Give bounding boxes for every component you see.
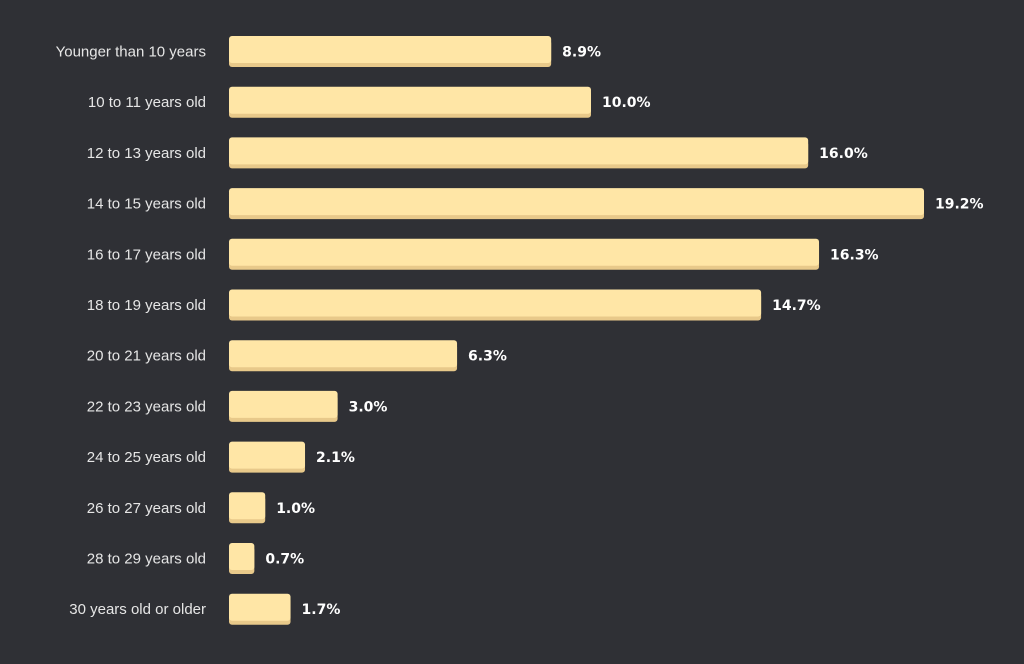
category-label: 26 to 27 years old (87, 500, 206, 517)
category-label: 20 to 21 years old (87, 348, 206, 365)
bar[interactable] (229, 593, 291, 621)
value-label: 0.7% (265, 552, 304, 568)
value-label: 16.3% (830, 247, 879, 263)
bar[interactable] (229, 390, 338, 418)
bar[interactable] (229, 492, 266, 520)
bar[interactable] (229, 36, 552, 63)
category-label: Younger than 10 years (56, 44, 206, 61)
bar-row: 26 to 27 years old 1.0% (87, 492, 315, 524)
bar-row: 14 to 15 years old 19.2% (87, 188, 984, 220)
category-label: 16 to 17 years old (87, 246, 206, 263)
bar[interactable] (229, 188, 924, 216)
bar-row: 10 to 11 years old 10.0% (88, 86, 651, 118)
value-label: 19.2% (935, 197, 984, 213)
category-label: 18 to 19 years old (87, 297, 206, 314)
category-label: 30 years old or older (69, 601, 206, 618)
category-label: 14 to 15 years old (87, 196, 206, 213)
value-label: 3.0% (349, 399, 388, 415)
value-label: 6.3% (468, 349, 507, 365)
bar-row: 20 to 21 years old 6.3% (87, 340, 507, 372)
bar[interactable] (229, 137, 809, 165)
value-label: 1.0% (276, 501, 315, 517)
value-label: 14.7% (772, 298, 821, 314)
value-label: 2.1% (316, 450, 355, 466)
bar-row: 28 to 29 years old 0.7% (87, 543, 304, 574)
bar-row: 16 to 17 years old 16.3% (87, 238, 879, 270)
category-label: 10 to 11 years old (88, 94, 206, 111)
bar-row: Younger than 10 years 8.9% (56, 36, 601, 67)
category-label: 12 to 13 years old (87, 145, 206, 162)
bar-row: 22 to 23 years old 3.0% (87, 390, 388, 422)
bar[interactable] (229, 543, 255, 570)
value-label: 16.0% (819, 146, 868, 162)
bar-row: 30 years old or older 1.7% (69, 593, 341, 625)
category-label: 22 to 23 years old (87, 398, 206, 415)
bar[interactable] (229, 86, 591, 114)
value-label: 10.0% (602, 95, 651, 111)
value-label: 1.7% (302, 602, 341, 618)
value-label: 8.9% (562, 45, 601, 61)
bar-row: 24 to 25 years old 2.1% (87, 441, 355, 473)
bar[interactable] (229, 340, 458, 368)
bar-row: 12 to 13 years old 16.0% (87, 137, 868, 169)
category-label: 28 to 29 years old (87, 551, 206, 568)
bar[interactable] (229, 441, 306, 469)
bar[interactable] (229, 289, 762, 317)
bar[interactable] (229, 238, 820, 266)
category-label: 24 to 25 years old (87, 449, 206, 466)
bar-row: 18 to 19 years old 14.7% (87, 289, 821, 321)
